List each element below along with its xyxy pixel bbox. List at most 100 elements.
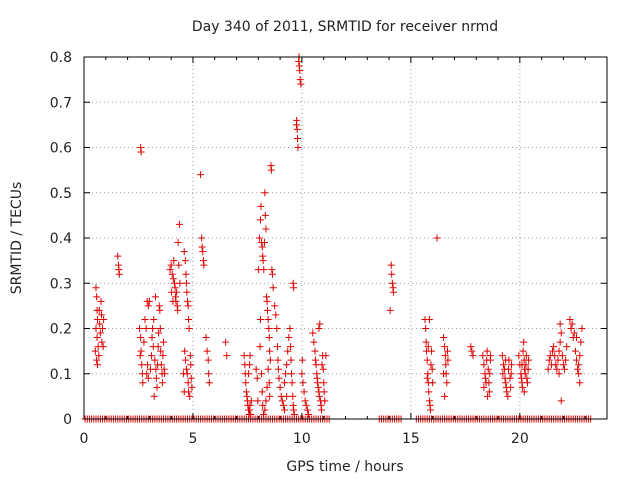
data-point	[296, 76, 304, 84]
data-point	[479, 352, 487, 360]
x-tick-label: 0	[80, 431, 89, 447]
y-tick-label: 0.6	[50, 141, 72, 157]
data-point	[159, 352, 167, 360]
data-point	[91, 347, 99, 355]
y-tick-label: 0.2	[50, 322, 72, 338]
data-point	[259, 257, 267, 265]
data-point	[181, 347, 189, 355]
data-point	[204, 356, 212, 364]
x-tick-label: 20	[511, 431, 529, 447]
data-point	[258, 370, 266, 378]
data-point	[486, 352, 494, 360]
data-point	[98, 338, 106, 346]
data-point	[92, 284, 100, 292]
data-point	[311, 356, 319, 364]
data-point	[246, 401, 254, 409]
data-point	[200, 261, 208, 269]
data-point	[577, 338, 585, 346]
data-point	[558, 352, 566, 360]
data-point	[549, 347, 557, 355]
data-point	[442, 361, 450, 369]
data-point	[115, 270, 123, 278]
data-point	[279, 401, 287, 409]
data-point	[97, 311, 105, 319]
data-point	[253, 374, 261, 382]
data-point	[265, 325, 273, 332]
data-point	[507, 383, 515, 391]
data-point	[246, 361, 254, 369]
data-point	[273, 325, 281, 332]
data-point	[142, 325, 150, 332]
data-point	[184, 302, 192, 310]
data-point	[312, 361, 320, 369]
data-point	[283, 361, 291, 369]
data-point	[310, 338, 318, 346]
data-point	[263, 383, 271, 391]
data-point	[518, 383, 526, 391]
data-point	[263, 297, 271, 305]
data-point	[424, 343, 432, 351]
data-point	[139, 379, 147, 387]
data-point	[443, 347, 451, 355]
data-point	[520, 388, 528, 396]
data-point	[320, 379, 328, 387]
data-point	[301, 397, 309, 405]
data-point	[426, 406, 434, 414]
data-point	[388, 270, 396, 278]
data-point	[574, 365, 582, 373]
data-point	[205, 379, 213, 387]
data-point	[321, 397, 329, 405]
data-point	[151, 293, 159, 301]
data-point	[566, 315, 574, 323]
y-tick-label: 0.1	[50, 367, 72, 383]
data-point	[99, 325, 107, 332]
data-point	[185, 325, 193, 332]
data-point	[467, 343, 475, 351]
data-point	[506, 374, 514, 382]
data-point	[319, 365, 327, 373]
data-point	[575, 370, 583, 378]
data-point	[275, 374, 283, 382]
data-point	[287, 356, 295, 364]
data-point	[262, 225, 270, 233]
data-point	[176, 279, 184, 287]
data-point	[559, 361, 567, 369]
data-point	[140, 338, 148, 346]
data-point	[223, 352, 231, 360]
data-point	[179, 370, 187, 378]
data-point	[175, 220, 183, 228]
data-point	[521, 370, 529, 378]
data-point	[93, 334, 101, 342]
data-point	[257, 202, 265, 210]
data-point	[168, 270, 176, 278]
data-point	[180, 388, 188, 396]
data-point	[141, 315, 149, 323]
data-point	[567, 325, 575, 332]
y-tick-label: 0	[63, 412, 72, 428]
data-point	[386, 306, 394, 314]
data-point	[316, 320, 324, 328]
data-point	[296, 67, 304, 75]
data-point	[169, 275, 177, 283]
data-point	[137, 148, 145, 156]
data-point	[554, 356, 562, 364]
data-point	[303, 406, 311, 414]
data-point	[169, 297, 177, 305]
data-point	[185, 315, 193, 323]
data-point	[268, 270, 276, 278]
data-point	[571, 347, 579, 355]
data-point	[255, 234, 263, 242]
data-point	[157, 347, 165, 355]
y-axis-label: SRMTID / TECUs	[9, 182, 25, 295]
data-point	[563, 343, 571, 351]
data-point	[485, 379, 493, 387]
data-point	[268, 266, 276, 274]
data-point	[260, 410, 268, 418]
data-point	[293, 116, 301, 124]
data-point	[570, 329, 578, 337]
y-tick-label: 0.3	[50, 276, 72, 292]
data-point	[96, 329, 104, 337]
data-point	[556, 338, 564, 346]
data-point	[136, 352, 144, 360]
data-point	[288, 379, 296, 387]
